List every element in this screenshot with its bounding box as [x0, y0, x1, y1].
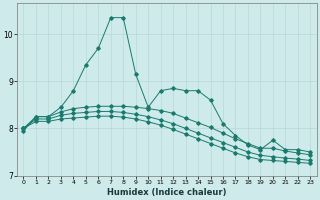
X-axis label: Humidex (Indice chaleur): Humidex (Indice chaleur): [107, 188, 227, 197]
